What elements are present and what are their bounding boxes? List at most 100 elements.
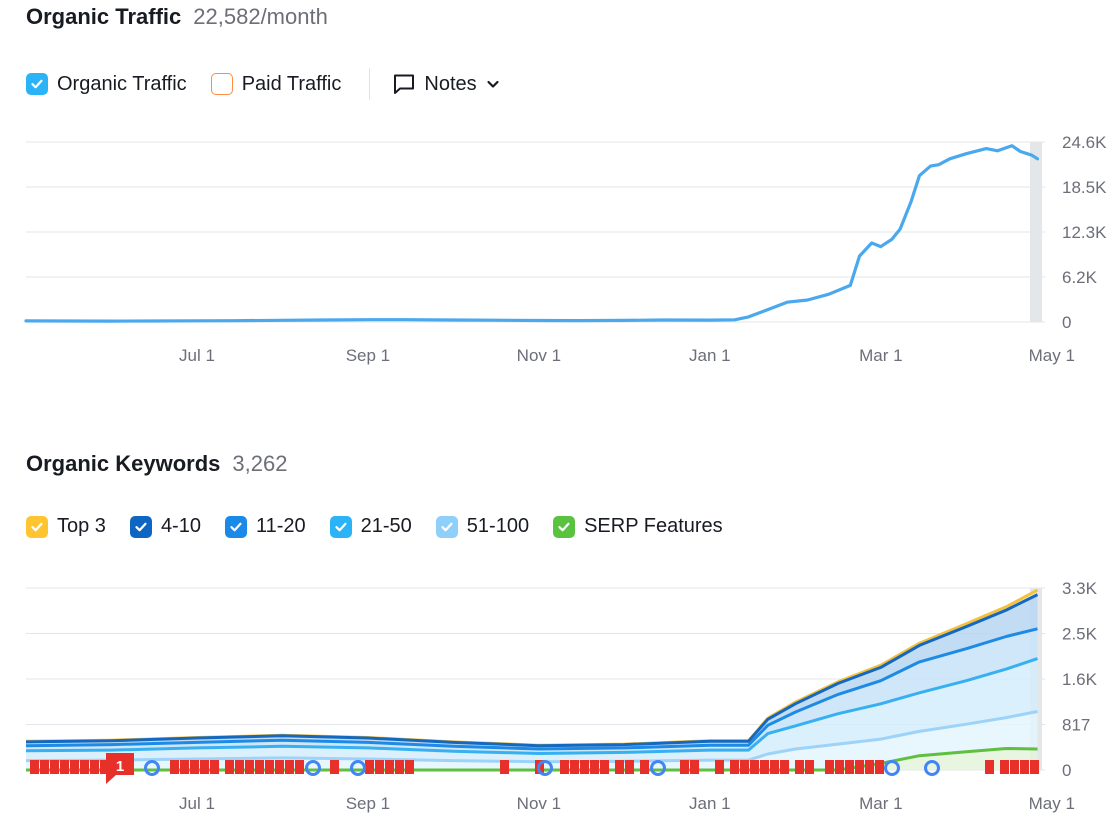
flag-marker [740,760,749,774]
note-badge-count: 1 [116,758,124,775]
flag-marker [100,760,109,774]
flag-marker [835,760,844,774]
legend-label: SERP Features [584,515,723,537]
flag-marker [560,760,569,774]
paid-traffic-checkbox[interactable] [210,73,233,95]
flag-marker [235,760,244,774]
serp-features-checkbox[interactable] [553,515,576,538]
traffic-title: Organic Traffic [26,4,182,29]
notes-dropdown[interactable]: Notes [392,72,500,96]
flag-marker [780,760,789,774]
flag-marker [285,760,294,774]
flag-marker [680,760,689,774]
keywords-header: Organic Keywords 3,262 [26,451,287,477]
x-tick-label: Mar 1 [859,346,902,365]
top-3-checkbox[interactable] [26,515,48,538]
legend-51-100[interactable]: 51-100 [435,515,530,538]
y-tick-label: 18.5K [1062,178,1107,197]
flag-marker [210,760,219,774]
traffic-legend: Organic Traffic Paid Traffic Notes [26,68,501,100]
flag-marker [795,760,804,774]
check-icon [335,522,347,531]
flag-marker [730,760,739,774]
flag-marker [405,760,414,774]
comment-icon [394,74,415,94]
flag-marker [295,760,304,774]
legend-21-50[interactable]: 21-50 [329,515,412,538]
flag-marker [395,760,404,774]
google-update-icon [144,760,160,776]
x-tick-label: Jan 1 [689,794,731,813]
flag-marker [590,760,599,774]
21-50-checkbox[interactable] [329,515,352,538]
google-update-icon [350,760,366,776]
flag-marker [1020,760,1029,774]
flag-marker [770,760,779,774]
flag-marker [985,760,994,774]
keywords-legend: Top 3 4-10 11-20 21-50 51-100 SERP Featu… [26,515,747,538]
google-update-icon [305,760,321,776]
flag-marker [170,760,179,774]
flag-marker [275,760,284,774]
legend-11-20[interactable]: 11-20 [224,515,306,538]
check-icon [441,522,453,531]
flag-marker [90,760,99,774]
flag-marker [385,760,394,774]
51-100-checkbox[interactable] [435,515,458,538]
x-tick-label: Jul 1 [179,794,215,813]
legend-paid-traffic[interactable]: Paid Traffic [210,72,342,96]
11-20-checkbox[interactable] [224,515,247,538]
note-badge[interactable]: 1 [106,753,134,784]
y-tick-label: 1.6K [1062,670,1098,689]
series-area-21-50 [26,658,1038,762]
keywords-x-axis: Jul 1 Sep 1 Nov 1 Jan 1 Mar 1 May 1 [179,794,1075,813]
keywords-metric: 3,262 [232,451,288,476]
flag-marker [255,760,264,774]
legend-label: Organic Traffic [57,72,187,95]
legend-label: 4-10 [160,515,201,537]
notes-label: Notes [424,72,477,95]
check-icon [558,522,570,531]
x-tick-label: Sep 1 [346,346,390,365]
series-line-21-50 [25,657,1038,755]
flag-marker [855,760,864,774]
flag-marker [365,760,374,774]
x-tick-label: Nov 1 [517,794,561,813]
legend-label: 51-100 [466,515,530,537]
legend-4-10[interactable]: 4-10 [129,515,201,538]
check-icon [31,79,43,89]
keywords-y-axis: 0 817 1.6K 2.5K 3.3K [1062,579,1098,780]
traffic-x-axis: Jul 1 Sep 1 Nov 1 Jan 1 Mar 1 May 1 [179,346,1075,365]
check-icon [31,522,43,531]
flag-marker [190,760,199,774]
traffic-header: Organic Traffic 22,582/month [26,4,328,30]
flag-marker [50,760,59,774]
legend-top-3[interactable]: Top 3 [26,515,106,538]
flag-marker [760,760,769,774]
x-tick-label: Nov 1 [517,346,561,365]
legend-label: Paid Traffic [241,72,342,95]
flag-marker [1010,760,1019,774]
traffic-chart[interactable]: 0 6.2K 12.3K 18.5K 24.6K Jul 1 Sep 1 Nov 1 Jan … [0,0,1120,380]
legend-divider [369,68,371,100]
flag-marker [865,760,874,774]
legend-serp-features[interactable]: SERP Features [553,515,723,538]
check-icon [135,522,147,531]
4-10-checkbox[interactable] [129,515,152,538]
series-line-organic-traffic [24,144,1040,323]
flag-marker [225,760,234,774]
organic-traffic-checkbox[interactable] [26,73,48,95]
traffic-y-axis: 0 6.2K 12.3K 18.5K 24.6K [1062,133,1107,332]
keywords-title: Organic Keywords [26,451,221,476]
note-flag-icon [106,753,134,784]
google-update-markers[interactable] [30,760,1039,776]
series-area-11-20 [26,628,1038,754]
flag-marker [805,760,814,774]
legend-organic-traffic[interactable]: Organic Traffic [26,73,187,96]
flag-marker [715,760,724,774]
flag-marker [1030,760,1039,774]
x-tick-label: May 1 [1029,794,1075,813]
flag-marker [40,760,49,774]
legend-label: 11-20 [255,515,306,537]
